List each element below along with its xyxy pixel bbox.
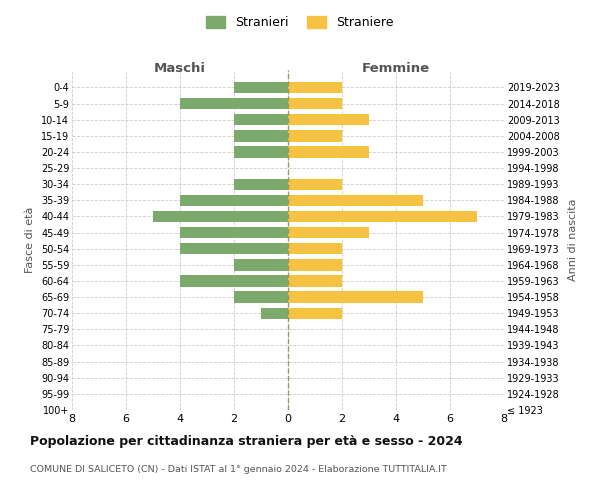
Text: Maschi: Maschi <box>154 62 206 74</box>
Bar <box>234 82 288 93</box>
Bar <box>153 211 288 222</box>
Bar <box>288 243 342 254</box>
Text: COMUNE DI SALICETO (CN) - Dati ISTAT al 1° gennaio 2024 - Elaborazione TUTTITALI: COMUNE DI SALICETO (CN) - Dati ISTAT al … <box>30 465 447 474</box>
Bar <box>288 259 342 270</box>
Bar <box>288 292 423 303</box>
Bar <box>288 178 342 190</box>
Bar <box>234 114 288 126</box>
Bar <box>288 114 369 126</box>
Bar <box>288 82 342 93</box>
Legend: Stranieri, Straniere: Stranieri, Straniere <box>202 11 398 34</box>
Bar <box>288 98 342 110</box>
Bar <box>180 243 288 254</box>
Bar <box>288 194 423 206</box>
Bar <box>288 130 342 141</box>
Bar <box>180 194 288 206</box>
Bar <box>180 276 288 286</box>
Bar <box>234 259 288 270</box>
Bar <box>288 146 369 158</box>
Bar <box>288 227 369 238</box>
Bar <box>234 130 288 141</box>
Bar <box>180 227 288 238</box>
Bar <box>234 292 288 303</box>
Text: Popolazione per cittadinanza straniera per età e sesso - 2024: Popolazione per cittadinanza straniera p… <box>30 435 463 448</box>
Bar <box>234 178 288 190</box>
Bar <box>180 98 288 110</box>
Bar <box>288 308 342 319</box>
Bar <box>288 211 477 222</box>
Text: Femmine: Femmine <box>362 62 430 74</box>
Y-axis label: Anni di nascita: Anni di nascita <box>568 198 578 281</box>
Y-axis label: Fasce di età: Fasce di età <box>25 207 35 273</box>
Bar <box>234 146 288 158</box>
Bar <box>288 276 342 286</box>
Bar <box>261 308 288 319</box>
